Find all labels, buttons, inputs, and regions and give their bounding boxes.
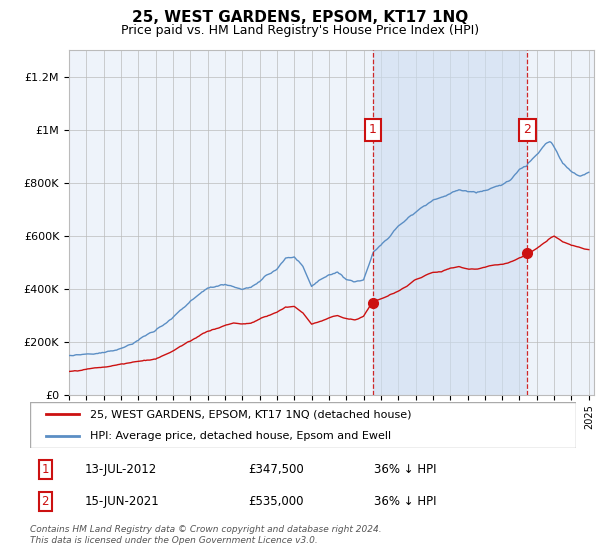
Text: 1: 1: [369, 123, 377, 137]
Text: 1: 1: [41, 463, 49, 476]
Text: HPI: Average price, detached house, Epsom and Ewell: HPI: Average price, detached house, Epso…: [90, 431, 391, 441]
Text: 2: 2: [41, 494, 49, 508]
Text: 25, WEST GARDENS, EPSOM, KT17 1NQ: 25, WEST GARDENS, EPSOM, KT17 1NQ: [132, 10, 468, 25]
Text: 36% ↓ HPI: 36% ↓ HPI: [374, 463, 436, 476]
Text: 25, WEST GARDENS, EPSOM, KT17 1NQ (detached house): 25, WEST GARDENS, EPSOM, KT17 1NQ (detac…: [90, 409, 412, 419]
Text: Contains HM Land Registry data © Crown copyright and database right 2024.
This d: Contains HM Land Registry data © Crown c…: [30, 525, 382, 545]
Text: Price paid vs. HM Land Registry's House Price Index (HPI): Price paid vs. HM Land Registry's House …: [121, 24, 479, 36]
Text: 13-JUL-2012: 13-JUL-2012: [85, 463, 157, 476]
Text: 2: 2: [523, 123, 531, 137]
FancyBboxPatch shape: [30, 402, 576, 448]
Bar: [373, 50, 527, 395]
Text: £347,500: £347,500: [248, 463, 304, 476]
Text: 36% ↓ HPI: 36% ↓ HPI: [374, 494, 436, 508]
Text: 15-JUN-2021: 15-JUN-2021: [85, 494, 160, 508]
Text: £535,000: £535,000: [248, 494, 304, 508]
